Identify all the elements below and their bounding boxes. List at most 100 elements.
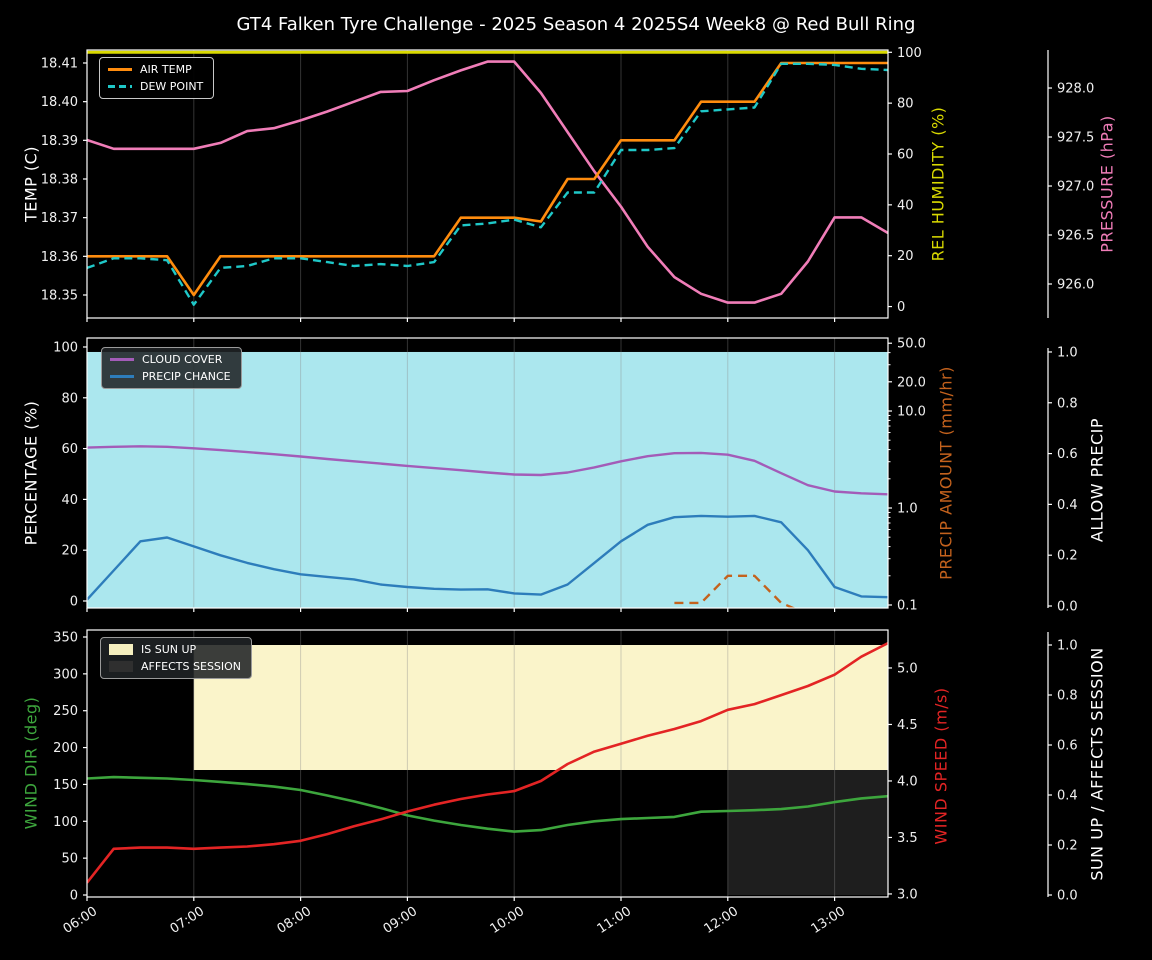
pressure-line	[87, 60, 888, 304]
y-tick-label: 18.38	[41, 172, 78, 187]
y-tick-label: 18.36	[41, 250, 78, 265]
y-tick-label: 0.2	[1057, 839, 1078, 854]
y-tick-label: 200	[53, 741, 78, 756]
series-layer	[87, 50, 888, 306]
y-tick-label: 0.6	[1057, 739, 1078, 754]
legend-item-label: DEW POINT	[140, 80, 204, 93]
panel-temperature-humidity-pressure: 18.35 18.36 18.37 18.38 18.39 18.40 18.41 0 20 40…	[41, 46, 1094, 322]
legend-precipitation: CLOUD COVER PRECIP CHANCE	[101, 347, 242, 389]
y-tick-label: 1.0	[1057, 639, 1078, 654]
y-tick-label: 80	[61, 391, 78, 406]
legend-patch-swatch	[109, 644, 133, 655]
affects-session-region	[727, 770, 888, 895]
axis-title-sun-session: SUN UP / AFFECTS SESSION	[1087, 647, 1107, 881]
legend-item-label: CLOUD COVER	[142, 353, 223, 366]
axis-pamt: 0.1 1.0 10.0 20.0 50.0	[888, 337, 926, 613]
axis-title-percentage: PERCENTAGE (%)	[21, 400, 41, 546]
legend-item-precip-chance: PRECIP CHANCE	[110, 370, 231, 383]
y-tick-label: 3.0	[897, 887, 918, 902]
axis-allow: 0.0 0.2 0.4 0.6 0.8 1.0	[1047, 345, 1078, 614]
y-tick-label: 1.0	[897, 502, 918, 517]
cloud-cover-line	[87, 445, 888, 496]
y-tick-label: 926.0	[1057, 277, 1094, 292]
y-tick-label: 50	[61, 852, 78, 867]
legend-line-swatch	[108, 68, 132, 71]
plot-box	[86, 49, 889, 319]
y-tick-label: 18.39	[41, 134, 78, 149]
legend-temperature-humidity-pressure: AIR TEMP DEW POINT	[99, 57, 215, 99]
axis-title-precip-amount: PRECIP AMOUNT (mm/hr)	[936, 366, 956, 580]
legend-line-swatch	[110, 375, 134, 378]
axis-humidity: 0 20 40 60 80 100	[888, 46, 922, 315]
axis-pressure: 926.0 926.5 927.0 927.5 928.0	[1047, 50, 1094, 318]
axis-spd: 3.0 3.5 4.0 4.5 5.0	[888, 661, 918, 902]
legend-wind-and-session: IS SUN UP AFFECTS SESSION	[100, 637, 253, 679]
y-tick-label: 20	[61, 544, 78, 559]
y-tick-label: 0.2	[1057, 549, 1078, 564]
page-title: GT4 Falken Tyre Challenge - 2025 Season …	[236, 14, 916, 35]
legend-line-swatch	[108, 85, 132, 88]
legend-item-label: AIR TEMP	[140, 63, 192, 76]
y-tick-label: 100	[53, 340, 78, 355]
legend-item-dew-point: DEW POINT	[108, 80, 203, 93]
legend-patch-swatch	[109, 661, 133, 672]
legend-item-air-temp: AIR TEMP	[108, 63, 203, 76]
y-tick-label: 0.0	[1057, 889, 1078, 904]
y-tick-label: 1.0	[1057, 345, 1078, 360]
regions	[193, 645, 888, 895]
wind-dir-line	[87, 775, 888, 833]
y-tick-label: 3.5	[897, 831, 918, 846]
y-tick-label: 0	[70, 594, 78, 609]
y-tick-label: 60	[61, 442, 78, 457]
y-tick-label: 0	[897, 300, 905, 315]
axis-dir: 0 50 100 150 200 250 300 350	[53, 631, 87, 904]
y-tick-label: 10.0	[897, 405, 926, 420]
y-tick-label: 0.8	[1057, 396, 1078, 411]
is-sun-up-region	[193, 645, 888, 770]
y-tick-label: 0.8	[1057, 689, 1078, 704]
wind-speed-line	[87, 641, 888, 884]
axis-title-allow-precip: ALLOW PRECIP	[1087, 417, 1107, 543]
y-tick-label: 0	[70, 889, 78, 904]
y-tick-label: 50.0	[897, 337, 926, 352]
dew-point-line	[87, 62, 888, 306]
gridlines	[193, 50, 836, 318]
axis-title-temp: TEMP (C)	[21, 145, 41, 223]
legend-item-label: PRECIP CHANCE	[142, 370, 231, 383]
y-tick-label: 18.35	[41, 288, 78, 303]
gridlines	[193, 630, 836, 897]
axis-title-pressure: PRESSURE (hPa)	[1097, 115, 1117, 253]
y-tick-label: 150	[53, 778, 78, 793]
y-tick-label: 927.5	[1057, 131, 1094, 146]
y-tick-label: 0.0	[1057, 599, 1078, 614]
y-tick-label: 100	[897, 46, 922, 61]
y-tick-label: 926.5	[1057, 229, 1094, 244]
legend-item-label: IS SUN UP	[141, 643, 197, 656]
plot-box	[86, 337, 889, 609]
y-tick-label: 40	[897, 198, 914, 213]
axis-title-wind-speed: WIND SPEED (m/s)	[931, 687, 951, 845]
precip-chance-line	[87, 514, 888, 601]
y-tick-label: 4.5	[897, 718, 918, 733]
axis-title-rel-humidity: REL HUMIDITY (%)	[928, 106, 948, 262]
series-layer	[87, 445, 888, 608]
y-tick-label: 0.1	[897, 598, 918, 613]
y-tick-label: 0.6	[1057, 447, 1078, 462]
series-layer	[87, 641, 888, 884]
y-tick-label: 80	[897, 97, 914, 112]
legend-line-swatch	[110, 358, 134, 361]
y-tick-label: 40	[61, 493, 78, 508]
axis-pct: 0 20 40 60 80 100	[53, 340, 87, 609]
y-tick-label: 4.0	[897, 774, 918, 789]
y-tick-label: 250	[53, 704, 78, 719]
y-tick-label: 18.40	[41, 95, 78, 110]
panel-wind-and-session: 0501001502002503003503.03.54.04.55.00.00…	[53, 629, 1078, 904]
y-tick-label: 928.0	[1057, 82, 1094, 97]
air-temp-line	[87, 61, 888, 297]
allow-precip-region	[87, 351, 888, 608]
precip-amount-line	[674, 574, 797, 608]
legend-item-label: AFFECTS SESSION	[141, 660, 242, 673]
legend-item-cloud-cover: CLOUD COVER	[110, 353, 231, 366]
y-tick-label: 20	[897, 249, 914, 264]
